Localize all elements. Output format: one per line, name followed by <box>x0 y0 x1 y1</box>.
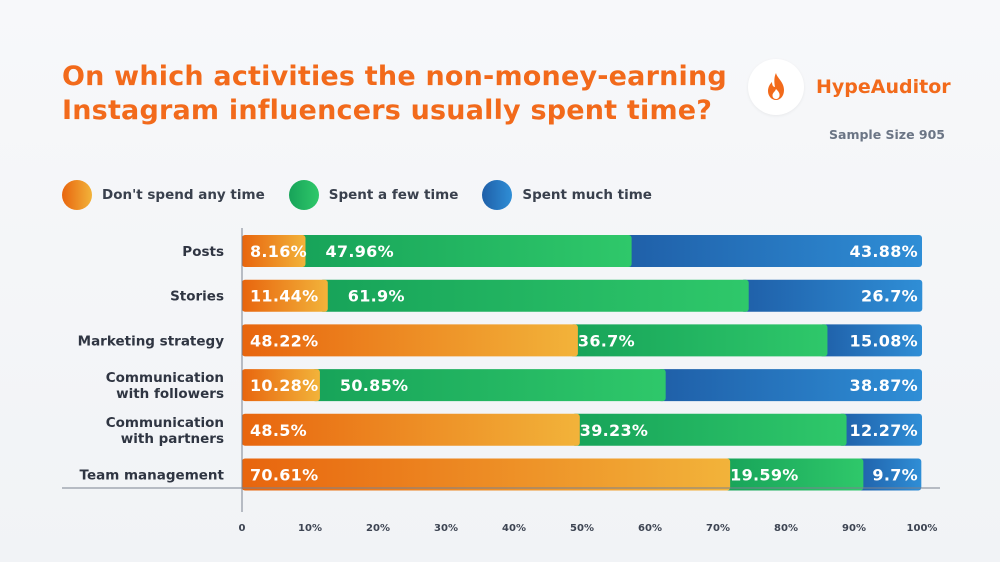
brand-logo: HypeAuditor <box>748 59 951 115</box>
legend-swatch-green <box>288 180 319 210</box>
category-label: Communication with followers <box>106 370 224 402</box>
x-tick-label: 70% <box>706 523 730 534</box>
chart-legend: Don't spend any time Spent a few time Sp… <box>62 180 676 210</box>
data-label: 19.59% <box>730 466 798 485</box>
bar-segment-few-time <box>319 279 749 312</box>
legend-item-much-time: Spent much time <box>482 180 652 210</box>
data-label: 38.87% <box>850 376 918 395</box>
x-tick-label: 100% <box>907 523 938 534</box>
legend-swatch-orange <box>62 180 92 210</box>
category-label: Marketing strategy <box>78 333 225 349</box>
chart-title-line-1: On which activities the non-money-earnin… <box>62 61 727 92</box>
legend-item-few-time: Spent a few time <box>288 180 459 210</box>
data-label: 48.22% <box>250 331 318 350</box>
legend-label: Don't spend any time <box>102 187 265 203</box>
legend-label: Spent much time <box>522 187 652 203</box>
bar-segment-much-time <box>838 413 922 446</box>
legend-item-dont-spend: Don't spend any time <box>62 180 265 210</box>
bar-segment-dont-spend <box>242 413 580 446</box>
data-label: 12.27% <box>850 421 918 440</box>
legend-swatch-blue <box>482 180 513 210</box>
brand-name: HypeAuditor <box>816 76 951 98</box>
data-label: 39.23% <box>580 421 648 440</box>
bar-segment-few-time <box>569 324 828 357</box>
bar-segment-much-time <box>855 458 922 491</box>
chart-title-line-2: Instagram influencers usually spent time… <box>62 95 713 126</box>
x-tick-label: 0 <box>239 523 246 534</box>
data-label: 15.08% <box>850 331 918 350</box>
bar-segment-much-time <box>657 369 922 402</box>
bar-segment-dont-spend <box>242 279 328 312</box>
data-label: 61.9% <box>348 287 405 306</box>
data-label: 26.7% <box>861 287 918 306</box>
x-tick-label: 10% <box>298 523 322 534</box>
bar-segment-dont-spend <box>242 235 306 267</box>
legend-label: Spent a few time <box>328 187 459 203</box>
flame-icon <box>748 59 804 115</box>
category-label: Stories <box>170 289 224 305</box>
bar-segment-few-time <box>571 413 847 446</box>
category-label: Team management <box>80 468 225 484</box>
data-label: 8.16% <box>250 242 307 261</box>
data-label: 70.61% <box>250 466 318 485</box>
sample-size: Sample Size 905 <box>829 127 946 142</box>
bar-segment-few-time <box>297 235 632 267</box>
x-tick-label: 50% <box>570 523 594 534</box>
category-label: Posts <box>182 244 224 260</box>
data-label: 10.28% <box>250 376 318 395</box>
bar-segment-few-time <box>722 458 864 491</box>
x-tick-label: 30% <box>434 523 458 534</box>
data-label: 9.7% <box>872 466 918 485</box>
x-tick-label: 60% <box>638 523 662 534</box>
category-label: Communication with partners <box>106 415 224 447</box>
data-label: 47.96% <box>325 242 393 261</box>
bar-segment-much-time <box>623 235 922 267</box>
data-label: 43.88% <box>850 242 918 261</box>
data-label: 36.7% <box>578 331 635 350</box>
bar-segment-dont-spend <box>242 458 731 491</box>
bar-segment-few-time <box>311 369 666 402</box>
bars-group: Posts 8.16% 47.96% 43.88% Stories 11.44% 61.9%… <box>78 235 923 491</box>
x-axis: 0 10% 20% 30% 40% 50% 60% 70% 80% 90% 100% <box>62 228 940 534</box>
x-tick-label: 20% <box>366 523 390 534</box>
data-label: 50.85% <box>340 376 408 395</box>
x-tick-label: 80% <box>774 523 798 534</box>
chart-title: On which activities the non-money-earnin… <box>62 60 742 128</box>
bar-segment-much-time <box>740 279 923 312</box>
x-tick-label: 40% <box>502 523 526 534</box>
bar-segment-much-time <box>819 324 922 357</box>
bar-segment-dont-spend <box>242 369 320 402</box>
data-label: 48.5% <box>250 421 307 440</box>
x-tick-label: 90% <box>842 523 866 534</box>
bar-segment-dont-spend <box>242 324 578 357</box>
data-label: 11.44% <box>250 287 318 306</box>
